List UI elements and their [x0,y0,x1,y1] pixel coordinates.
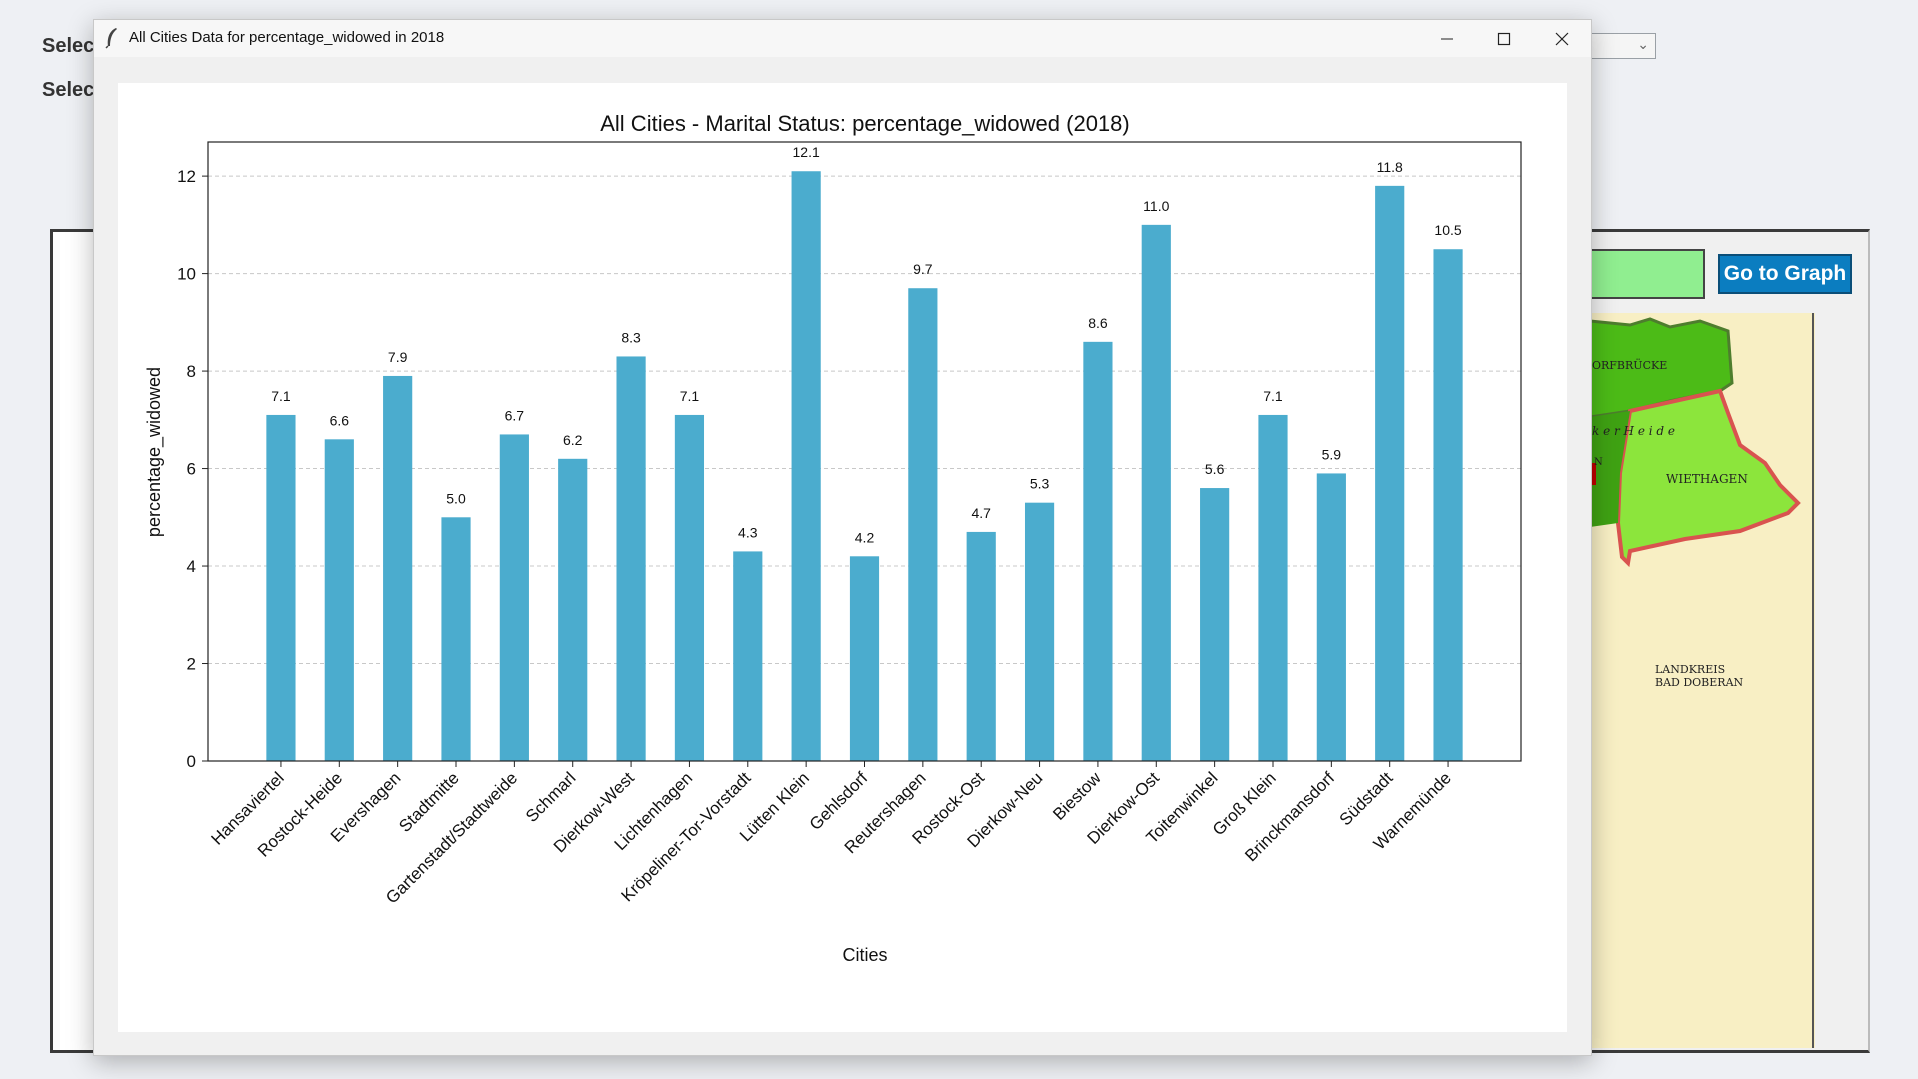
data-label: 6.7 [505,407,525,423]
data-label: 4.2 [855,529,875,545]
bar [1200,488,1230,761]
maximize-icon [1497,32,1511,45]
bar [849,556,880,761]
data-label: 5.0 [446,490,466,506]
window-title: All Cities Data for percentage_widowed i… [129,29,445,46]
district-map: ORFBRÜCKE k e r H e i d e N WIETHAGEN LA… [1588,313,1815,1048]
bar [674,414,705,761]
data-label: 5.9 [1322,446,1342,462]
bar [616,356,646,761]
data-label: 4.7 [971,505,991,521]
data-label: 5.6 [1205,461,1225,477]
x-tick-label: Schmarl [522,768,580,826]
x-tick-label: Biestow [1049,768,1105,824]
map-border [1812,313,1814,1048]
bar [908,288,938,761]
bar [791,171,821,762]
map-label-n: N [1594,457,1603,468]
minimize-icon [1441,38,1453,39]
bar [441,517,471,761]
y-tick-label: 0 [187,752,196,771]
y-tick-label: 10 [177,265,196,284]
bar [266,414,296,761]
feather-icon [105,28,117,49]
plot-canvas: All Cities - Marital Status: percentage_… [118,83,1567,1032]
chevron-down-icon: ⌄ [1637,36,1649,52]
x-axis-label: Cities [842,945,887,965]
bar [1258,414,1288,761]
data-label: 4.3 [738,524,758,540]
y-axis-label: percentage_widowed [144,367,165,537]
y-tick-label: 4 [187,557,196,576]
close-icon [1555,32,1569,45]
y-tick-label: 2 [187,655,196,674]
bar [1024,502,1055,761]
data-label: 8.6 [1088,315,1108,331]
bar [733,551,763,761]
x-tick-label: Südstadt [1336,768,1397,829]
data-label: 7.1 [680,388,700,404]
data-label: 7.9 [388,349,408,365]
data-label: 11.8 [1377,159,1403,175]
data-label: 12.1 [793,144,820,160]
bar [1083,341,1113,761]
bar [1316,473,1346,761]
bar [1375,185,1405,761]
selection-field[interactable] [1590,249,1705,299]
bar [383,375,413,761]
city-dropdown[interactable]: ⌄ [1590,33,1656,59]
data-label: 11.0 [1143,198,1169,214]
map-label-landkreis: LANDKREIS [1655,663,1725,676]
bar [324,439,354,761]
bar [966,531,996,761]
bar [1141,224,1171,761]
data-label: 10.5 [1434,222,1461,238]
map-label-dorfbrucke: ORFBRÜCKE [1592,358,1667,372]
data-label: 5.3 [1030,476,1050,492]
data-label: 6.6 [330,412,350,428]
bar [1433,249,1463,762]
select-label-1: Selec [42,35,95,57]
data-label: 8.3 [621,329,641,345]
maximize-button[interactable] [1476,20,1532,57]
data-label: 7.1 [1263,388,1283,404]
minimize-button[interactable] [1419,20,1475,57]
close-button[interactable] [1534,20,1590,57]
title-bar[interactable]: All Cities Data for percentage_widowed i… [94,20,1591,57]
y-tick-label: 12 [177,167,196,186]
select-label-2: Selec [42,79,95,101]
chart-window: All Cities Data for percentage_widowed i… [93,19,1592,1056]
map-label-heide: k e r H e i d e [1592,424,1675,438]
y-tick-label: 8 [187,362,196,381]
bar-chart: All Cities - Marital Status: percentage_… [144,111,1522,965]
y-tick-label: 6 [187,460,196,479]
bar [558,458,588,761]
chart-title: All Cities - Marital Status: percentage_… [600,111,1129,136]
data-label: 6.2 [563,432,583,448]
bar [499,434,529,761]
map-label-wiethagen: WIETHAGEN [1666,472,1748,486]
map-label-bad-doberan: BAD DOBERAN [1655,676,1744,689]
go-to-graph-button[interactable]: Go to Graph [1718,254,1852,294]
data-label: 7.1 [271,388,291,404]
data-label: 9.7 [913,261,933,277]
